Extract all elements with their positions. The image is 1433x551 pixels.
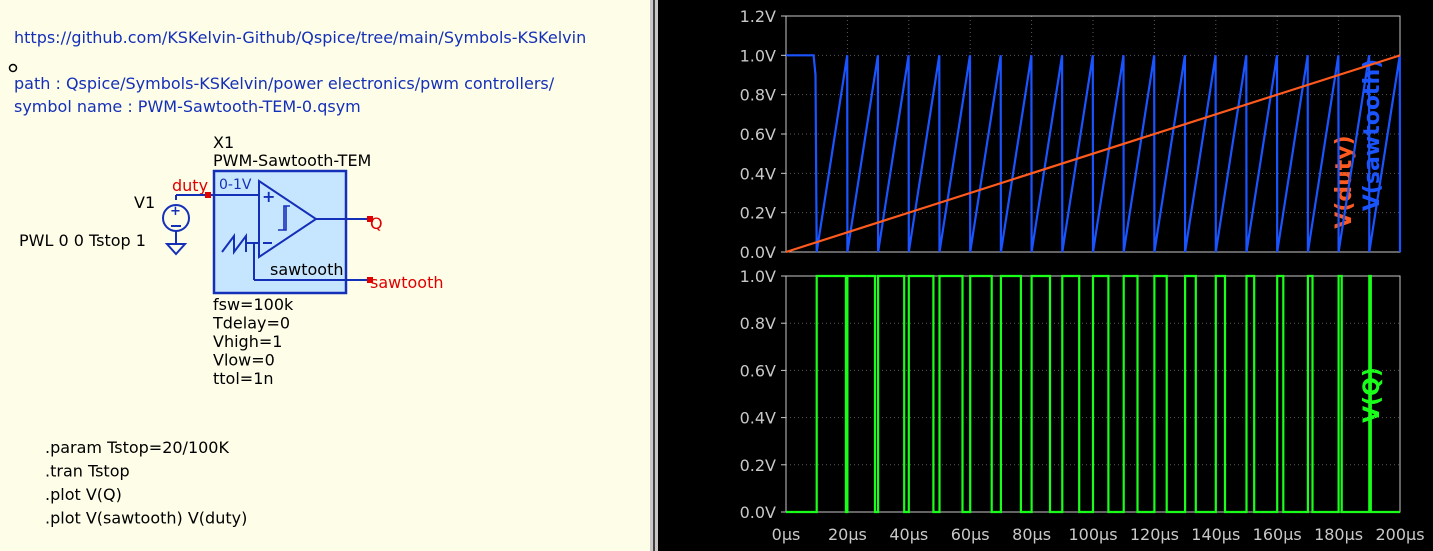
path-comment: path : Qspice/Symbols-KSKelvin/power ele…	[14, 74, 555, 93]
duty-port[interactable]	[205, 192, 211, 198]
plot-pane-top[interactable]: 0.0V 0.2V 0.4V 0.6V 0.8V 1.0V 1.2V	[740, 7, 1402, 262]
x-tick-label: 40µs	[889, 525, 928, 544]
sawtooth-glyph-icon	[221, 233, 247, 255]
directive-line[interactable]: .plot V(Q)	[45, 485, 122, 504]
x-tick-label: 60µs	[951, 525, 990, 544]
y-tick-label: 1.0V	[740, 267, 776, 286]
param-line: Vlow=0	[213, 351, 275, 370]
y-tick-label: 0.2V	[740, 456, 776, 475]
x-tick-label: 160µs	[1253, 525, 1302, 544]
ground-icon	[164, 243, 188, 256]
spice-directives[interactable]: .param Tstop=20/100K .tran Tstop .plot V(Q…	[45, 438, 247, 528]
param-line: fsw=100k	[213, 295, 294, 314]
x-tick-label: 100µs	[1068, 525, 1117, 544]
y-tick-label: 0.0V	[740, 503, 776, 522]
voltage-source-v1[interactable]: +	[162, 204, 190, 256]
q-port[interactable]	[367, 216, 373, 222]
source-value[interactable]: PWL 0 0 Tstop 1	[19, 231, 146, 250]
origin-marker-icon	[8, 63, 18, 73]
y-tick-label: 0.8V	[740, 86, 776, 105]
net-label-duty[interactable]: duty	[172, 176, 208, 195]
svg-text:+: +	[170, 204, 181, 219]
pane-divider-line	[653, 0, 655, 551]
schematic-editor[interactable]: https://github.com/KSKelvin-Github/Qspic…	[0, 0, 650, 551]
directive-line[interactable]: .plot V(sawtooth) V(duty)	[45, 509, 247, 528]
component-name: PWM-Sawtooth-TEM	[213, 151, 371, 170]
waveform-viewer[interactable]: V(duty) V(sawtooth) V(Q) 0.0V 0.2V 0.4V 0.6…	[658, 0, 1433, 551]
y-tick-label: 1.0V	[740, 46, 776, 65]
y-tick-label: 0.0V	[740, 243, 776, 262]
source-ref: V1	[134, 193, 155, 212]
trace-label-v-sawtooth[interactable]: V(sawtooth)	[1360, 59, 1385, 211]
y-tick-label: 0.6V	[740, 125, 776, 144]
sawtooth-port[interactable]	[367, 277, 373, 283]
comparator-icon	[258, 179, 318, 259]
github-url-link[interactable]: https://github.com/KSKelvin-Github/Qspic…	[14, 28, 586, 47]
net-label-q[interactable]: Q	[370, 214, 383, 233]
param-line: Vhigh=1	[213, 332, 282, 351]
plot-pane-bottom[interactable]: 0µs 20µs 40µs 60µs 80µs 100µs 120µs 140µs 160µs 1…	[740, 267, 1425, 544]
y-tick-label: 0.4V	[740, 409, 776, 428]
param-line: Tdelay=0	[212, 314, 290, 333]
component-ref: X1	[213, 133, 234, 152]
internal-sawtooth-label: sawtooth	[270, 260, 344, 279]
x-tick-label: 20µs	[828, 525, 867, 544]
net-label-sawtooth[interactable]: sawtooth	[370, 273, 444, 292]
x-tick-label: 140µs	[1191, 525, 1240, 544]
schematic-canvas[interactable]: https://github.com/KSKelvin-Github/Qspic…	[0, 0, 650, 551]
y-tick-label: 0.4V	[740, 164, 776, 183]
directive-line[interactable]: .tran Tstop	[45, 462, 130, 481]
symbol-name-comment: symbol name : PWM-Sawtooth-TEM-0.qsym	[14, 97, 361, 116]
pwm-sawtooth-component[interactable]: 0-1V + sawtooth	[212, 169, 348, 295]
range-label: 0-1V	[219, 177, 252, 193]
y-tick-label: 0.8V	[740, 314, 776, 333]
x-tick-label: 120µs	[1130, 525, 1179, 544]
waveform-canvas[interactable]: V(duty) V(sawtooth) V(Q) 0.0V0.2V0.4V0.6…	[658, 0, 1433, 551]
x-tick-label: 200µs	[1375, 525, 1424, 544]
param-line: ttol=1n	[213, 369, 274, 388]
trace-v-q[interactable]	[786, 274, 1400, 514]
x-tick-label: 0µs	[772, 525, 801, 544]
x-tick-label: 80µs	[1012, 525, 1051, 544]
component-body[interactable]	[212, 169, 348, 295]
trace-v-duty[interactable]	[785, 54, 1401, 254]
directive-line[interactable]: .param Tstop=20/100K	[45, 438, 229, 457]
y-tick-label: 0.2V	[740, 204, 776, 223]
y-tick-label: 1.2V	[740, 7, 776, 26]
hysteresis-icon	[278, 205, 290, 231]
y-tick-label: 0.6V	[740, 361, 776, 380]
trace-label-v-q[interactable]: V(Q)	[1360, 367, 1385, 423]
plus-sign: +	[262, 187, 275, 206]
x-tick-label: 180µs	[1314, 525, 1363, 544]
